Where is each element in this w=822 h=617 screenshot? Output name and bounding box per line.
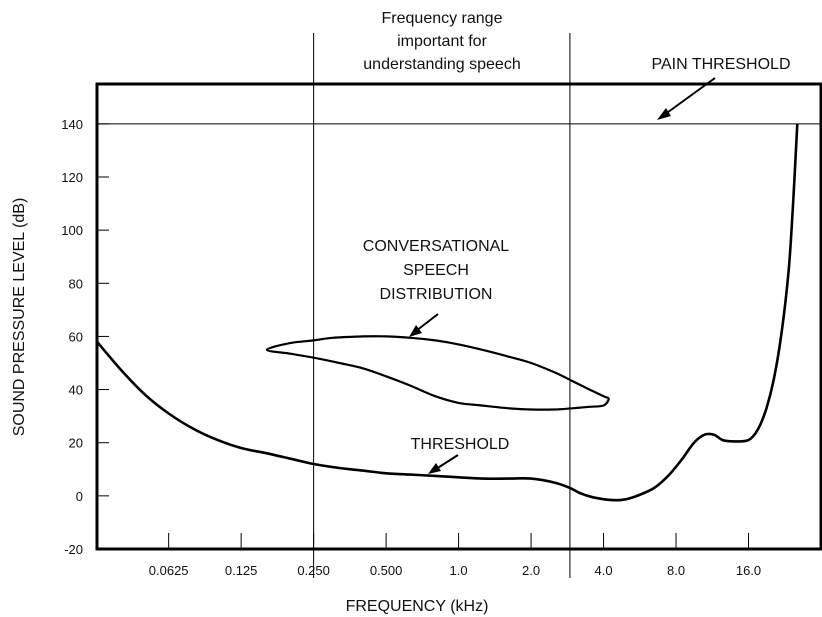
speech-band-label-line-1: Frequency range (382, 10, 503, 27)
pain-threshold-label: PAIN THRESHOLD (652, 56, 791, 73)
x-axis-ticks: 0.0625 0.125 0.250 0.500 1.0 2.0 4.0 8.0 16.0 (149, 533, 761, 578)
x-tick-label: 1.0 (450, 563, 468, 578)
speech-band-label-line-2: important for (397, 33, 487, 50)
speech-distribution-label-line-2: SPEECH (403, 262, 469, 279)
y-tick-label: 0 (76, 489, 83, 504)
plot-frame (95, 82, 822, 551)
y-tick-label: 20 (69, 436, 83, 451)
speech-distribution-loop (265, 335, 610, 411)
y-tick-label: 40 (69, 383, 83, 398)
y-tick-label: 120 (61, 170, 83, 185)
x-axis-title: FREQUENCY (kHz) (346, 598, 489, 615)
x-tick-label: 0.125 (225, 563, 258, 578)
x-tick-label: 2.0 (522, 563, 540, 578)
speech-distribution-arrow (409, 313, 439, 337)
x-tick-label: 0.0625 (149, 563, 189, 578)
threshold-arrow (428, 454, 459, 474)
x-tick-label: 16.0 (736, 563, 761, 578)
pain-threshold-arrow (657, 77, 716, 120)
threshold-curve (96, 123, 799, 502)
y-tick-label: 140 (61, 117, 83, 132)
y-tick-label: 100 (61, 223, 83, 238)
x-tick-label: 8.0 (667, 563, 685, 578)
y-tick-label: 80 (69, 276, 83, 291)
x-tick-label: 0.250 (297, 563, 330, 578)
speech-band-label-line-3: understanding speech (363, 56, 520, 73)
speech-distribution-label-line-3: DISTRIBUTION (380, 286, 493, 303)
speech-band-annotation: Frequency range important for understand… (363, 10, 520, 73)
x-tick-label: 0.500 (370, 563, 403, 578)
y-tick-label: -20 (64, 542, 83, 557)
y-axis-title: SOUND PRESSURE LEVEL (dB) (11, 198, 28, 437)
threshold-label: THRESHOLD (411, 436, 510, 453)
speech-distribution-annotation: CONVERSATIONAL SPEECH DISTRIBUTION (363, 238, 510, 303)
y-tick-label: 60 (69, 329, 83, 344)
speech-distribution-label-line-1: CONVERSATIONAL (363, 238, 510, 255)
y-axis-ticks: -20 0 20 40 60 80 100 120 140 (61, 117, 109, 557)
x-tick-label: 4.0 (595, 563, 613, 578)
